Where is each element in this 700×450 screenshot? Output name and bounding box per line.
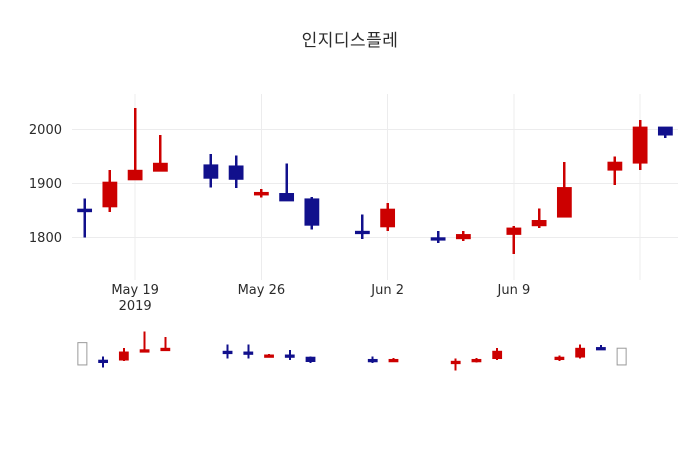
candlestick xyxy=(380,203,396,232)
candlestick xyxy=(203,154,219,188)
candlestick xyxy=(632,119,648,171)
y-axis-tick-label: 1900 xyxy=(29,177,62,192)
candlestick xyxy=(139,331,150,353)
candlestick xyxy=(367,356,378,364)
candlestick xyxy=(305,356,316,364)
candlestick xyxy=(98,356,109,368)
candlestick xyxy=(575,344,586,359)
candlestick xyxy=(77,198,93,238)
candlestick xyxy=(284,350,295,361)
candlestick xyxy=(531,208,547,228)
candlestick xyxy=(253,189,269,198)
candlestick xyxy=(430,231,446,244)
x-axis-tick-sublabel: 2019 xyxy=(119,299,152,314)
x-axis-tick-label: Jun 9 xyxy=(497,283,531,298)
candlestick xyxy=(616,347,627,366)
main-y-tick-labels: 1800 1900 2000 xyxy=(29,123,62,246)
y-axis-tick-label: 1800 xyxy=(29,231,62,246)
candlestick xyxy=(657,126,673,138)
mini-candle-series xyxy=(77,331,627,371)
y-axis-tick-label: 2000 xyxy=(29,123,62,138)
candlestick xyxy=(222,344,233,359)
candlestick xyxy=(118,348,129,362)
candlestick xyxy=(354,214,370,239)
candlestick xyxy=(388,357,399,363)
main-gridlines xyxy=(72,94,678,280)
candlestick xyxy=(304,197,320,230)
candlestick xyxy=(102,170,118,212)
x-axis-tick-label: May 19 xyxy=(111,283,159,298)
x-axis-tick-label: May 26 xyxy=(238,283,286,298)
candlestick xyxy=(152,135,168,172)
candlestick xyxy=(471,357,482,363)
candlestick xyxy=(554,355,565,362)
candlestick xyxy=(264,354,274,358)
candlestick xyxy=(77,342,88,366)
x-axis-tick-label: Jun 2 xyxy=(370,283,404,298)
candlestick xyxy=(492,348,503,361)
candlestick xyxy=(455,231,471,241)
candlestick xyxy=(160,337,171,352)
page-title: 인지디스플레 xyxy=(301,31,399,51)
main-candle-series xyxy=(77,108,673,254)
candlestick xyxy=(279,163,295,202)
candlestick xyxy=(595,345,606,351)
candlestick xyxy=(506,225,522,254)
candlestick xyxy=(243,344,254,359)
candlestick xyxy=(556,162,572,218)
candlestick xyxy=(607,156,623,185)
candlestick xyxy=(450,358,461,371)
candlestick xyxy=(127,108,143,181)
candlestick xyxy=(228,155,244,189)
